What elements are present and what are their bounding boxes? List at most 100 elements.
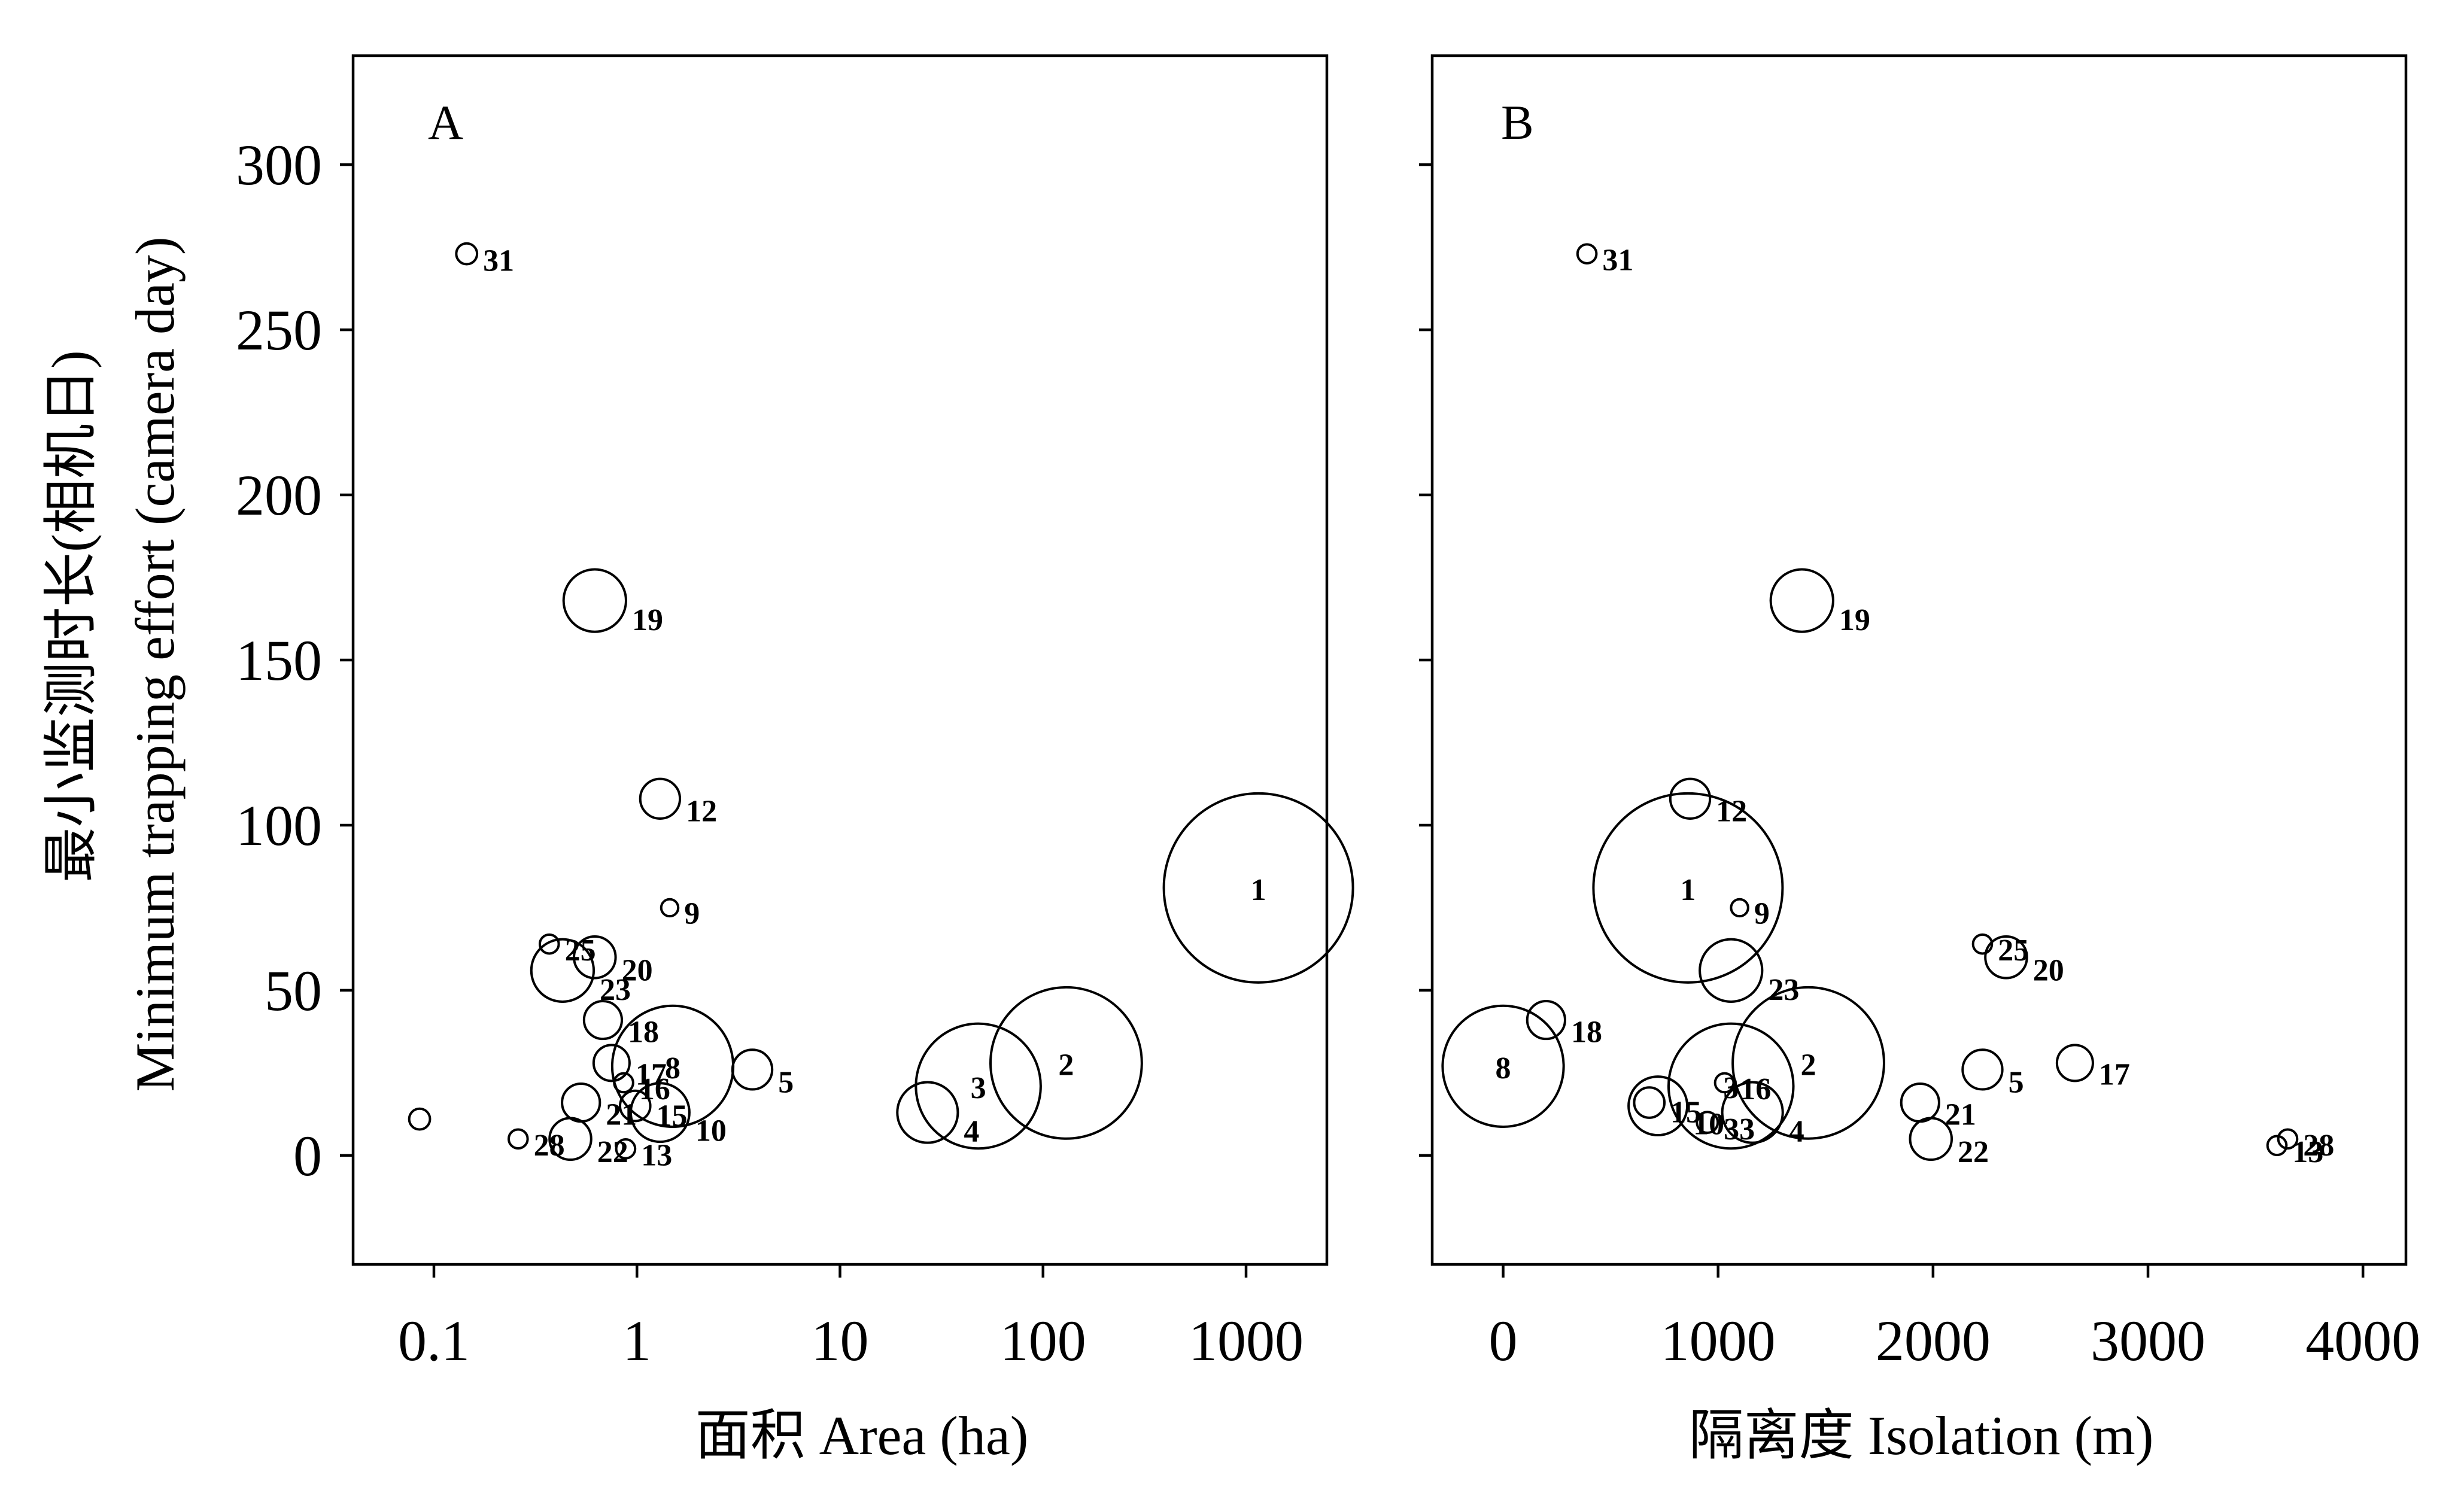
panelA-point-label-4: 4 [964,1114,979,1148]
panelA-x-tick-label: 100 [1000,1309,1086,1373]
y-axis-title-cn: 最小监测时长(相机日) [41,350,102,882]
panelB-point-label-5: 5 [2009,1065,2024,1099]
panel-b: B 0 1000 2000 3000 4000 12381923410202251218… [1419,54,2420,1466]
panelA-point-label-1: 1 [1251,873,1266,907]
panelA-bubble-15 [618,1089,652,1123]
panelA-bubble [408,1107,432,1131]
panelB-point-label-15: 15 [1670,1096,1702,1130]
panel-b-letter: B [1501,95,1534,150]
panelA-point-label-28: 28 [534,1129,565,1163]
panelB-bubble-16 [1713,1072,1736,1094]
panelA-bubble-23 [530,938,596,1003]
panelB-point-label-12: 12 [1716,795,1747,829]
panelA-y-tick-label: 0 [293,1124,322,1188]
panelA-x-tick-label: 0.1 [398,1309,470,1373]
panelB-point-label-21: 21 [1945,1098,1976,1132]
panelA-point-label-21: 21 [606,1098,637,1132]
panelB-x-tick-label: 4000 [2305,1309,2420,1373]
panel-a: A 0.1 1 10 100 1000 0 50 100 150 200 250 300 1 23 8 19… [236,54,1354,1466]
panel-a-letter: A [428,95,463,150]
panelA-point-label-23: 23 [600,973,631,1007]
panelB-bubble-3 [1667,1022,1795,1150]
panelB-point-label-8: 8 [1496,1051,1511,1085]
panelB-point-label-20: 20 [2033,954,2064,988]
panelA-point-label-20: 20 [622,954,653,988]
panelB-point-label-28: 28 [2303,1129,2334,1163]
panelA-y-tick-label: 150 [236,628,322,692]
panelB-bubble-23 [1699,938,1764,1003]
panelA-point-label-10: 10 [695,1114,727,1148]
panelA-point-label-25: 25 [565,933,596,968]
panelB-point-label-9: 9 [1754,896,1770,931]
panelA-point-label-15: 15 [657,1099,688,1133]
panelB-bubble-1 [1592,792,1784,984]
panelA-bubble-9 [660,898,680,918]
panelA-y-tick-label: 200 [236,463,322,527]
panelA-point-label-12: 12 [686,795,717,829]
panelA-point-label-31: 31 [483,244,514,278]
y-axis-title-en: Minimum trapping effort (camera day) [124,237,186,1092]
panelB-point-label-22: 22 [1958,1135,1989,1169]
panelB-bubble-31 [1576,243,1598,264]
panelA-x-tick-label: 1 [622,1309,651,1373]
panelA-bubble-1 [1162,792,1354,984]
panelB-point-label-16: 16 [1740,1072,1771,1106]
panelB-bubble-19 [1769,568,1834,633]
panelA-point-label-5: 5 [778,1065,794,1099]
panelA-bubble-21 [561,1082,601,1123]
panelB-bubble-28 [2277,1128,2299,1150]
panel-b-ticks: 0 1000 2000 3000 4000 [1419,163,2420,1373]
panelB-bubble-17 [2055,1044,2094,1082]
panelA-y-tick-label: 250 [236,298,322,362]
panelB-bubble-25 [1971,933,1994,955]
panelB-point-label-18: 18 [1571,1015,1602,1050]
panelA-point-label-22: 22 [597,1135,628,1169]
panel-b-x-axis-title: 隔离度 Isolation (m) [1689,1405,2154,1466]
panelB-bubble-15 [1633,1086,1666,1119]
panelA-point-label-8: 8 [665,1051,680,1085]
panel-a-frame [351,54,1329,1266]
panelA-bubble-25 [538,933,560,955]
panelA-bubble-13 [615,1138,637,1160]
panel-a-x-axis-title: 面积 Area (ha) [695,1405,1029,1466]
panelB-bubble-9 [1730,898,1749,918]
panel-b-bubbles [1441,243,2299,1161]
panelA-bubble-20 [573,935,617,980]
panelB-point-label-25: 25 [1998,933,2029,968]
panelA-bubble-28 [507,1128,529,1150]
panelA-x-tick-label: 1000 [1189,1309,1304,1373]
panelA-point-label-2: 2 [1058,1048,1074,1082]
panelA-bubble-12 [639,777,682,820]
panelA-bubble-10 [629,1082,691,1144]
panelA-bubble-17 [592,1044,631,1082]
panelB-bubble-4 [1721,1081,1784,1144]
panelB-point-label-13: 13 [2292,1135,2323,1169]
panelB-point-label-33: 33 [1724,1112,1755,1147]
panelB-point-label-23: 23 [1768,973,1799,1007]
panel-a-ticks: 0.1 1 10 100 1000 0 50 100 150 200 250 300 [236,133,1304,1373]
panelB-bubble-12 [1669,777,1712,820]
panelB-bubble-20 [1984,935,2028,980]
panelA-bubble-16 [613,1072,634,1094]
panelA-bubble-31 [455,242,479,266]
panelA-point-label-9: 9 [684,896,700,931]
panelB-point-label-1: 1 [1680,873,1696,907]
panelB-x-tick-label: 0 [1489,1309,1518,1373]
panelA-bubble-2 [989,986,1143,1140]
panelB-point-label-10: 10 [1693,1107,1724,1141]
panelB-bubble-2 [1731,986,1885,1140]
panelA-x-tick-label: 10 [812,1309,869,1373]
panelA-point-label-19: 19 [632,603,663,637]
panelB-bubble-8 [1441,1004,1565,1128]
panelA-y-tick-label: 50 [265,959,322,1023]
panelA-point-label-16: 16 [639,1072,670,1106]
panelB-bubble-18 [1526,999,1566,1041]
panelA-bubble-18 [582,999,624,1041]
panelA-y-tick-label: 300 [236,133,322,197]
panelB-point-label-31: 31 [1602,244,1633,278]
panelB-point-label-3: 3 [1723,1071,1739,1105]
panelA-y-tick-label: 100 [236,793,322,858]
panelB-bubble-10 [1627,1075,1689,1137]
panelB-bubble-5 [1961,1048,2004,1091]
